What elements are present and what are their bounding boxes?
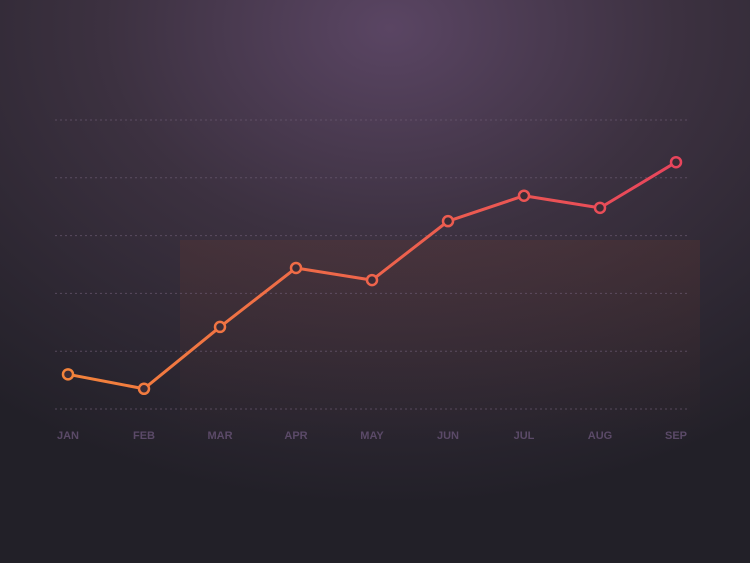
point	[61, 368, 75, 381]
x-tick-label: MAY	[360, 430, 384, 442]
x-tick-label: MAR	[207, 430, 232, 442]
x-tick-label: JUN	[437, 430, 459, 442]
point	[289, 261, 303, 275]
x-tick-label: FEB	[133, 430, 155, 442]
point	[669, 155, 683, 169]
x-tick-label: AUG	[588, 430, 612, 442]
x-tick-label: APR	[284, 430, 307, 442]
point	[137, 382, 151, 396]
x-tick-label: JUL	[514, 430, 535, 442]
point	[365, 273, 379, 287]
point	[593, 201, 607, 215]
glow	[180, 240, 700, 440]
x-tick-label: SEP	[665, 430, 687, 442]
point	[213, 320, 227, 334]
point	[441, 214, 455, 228]
x-tick-label: JAN	[57, 430, 79, 442]
point	[517, 189, 531, 202]
